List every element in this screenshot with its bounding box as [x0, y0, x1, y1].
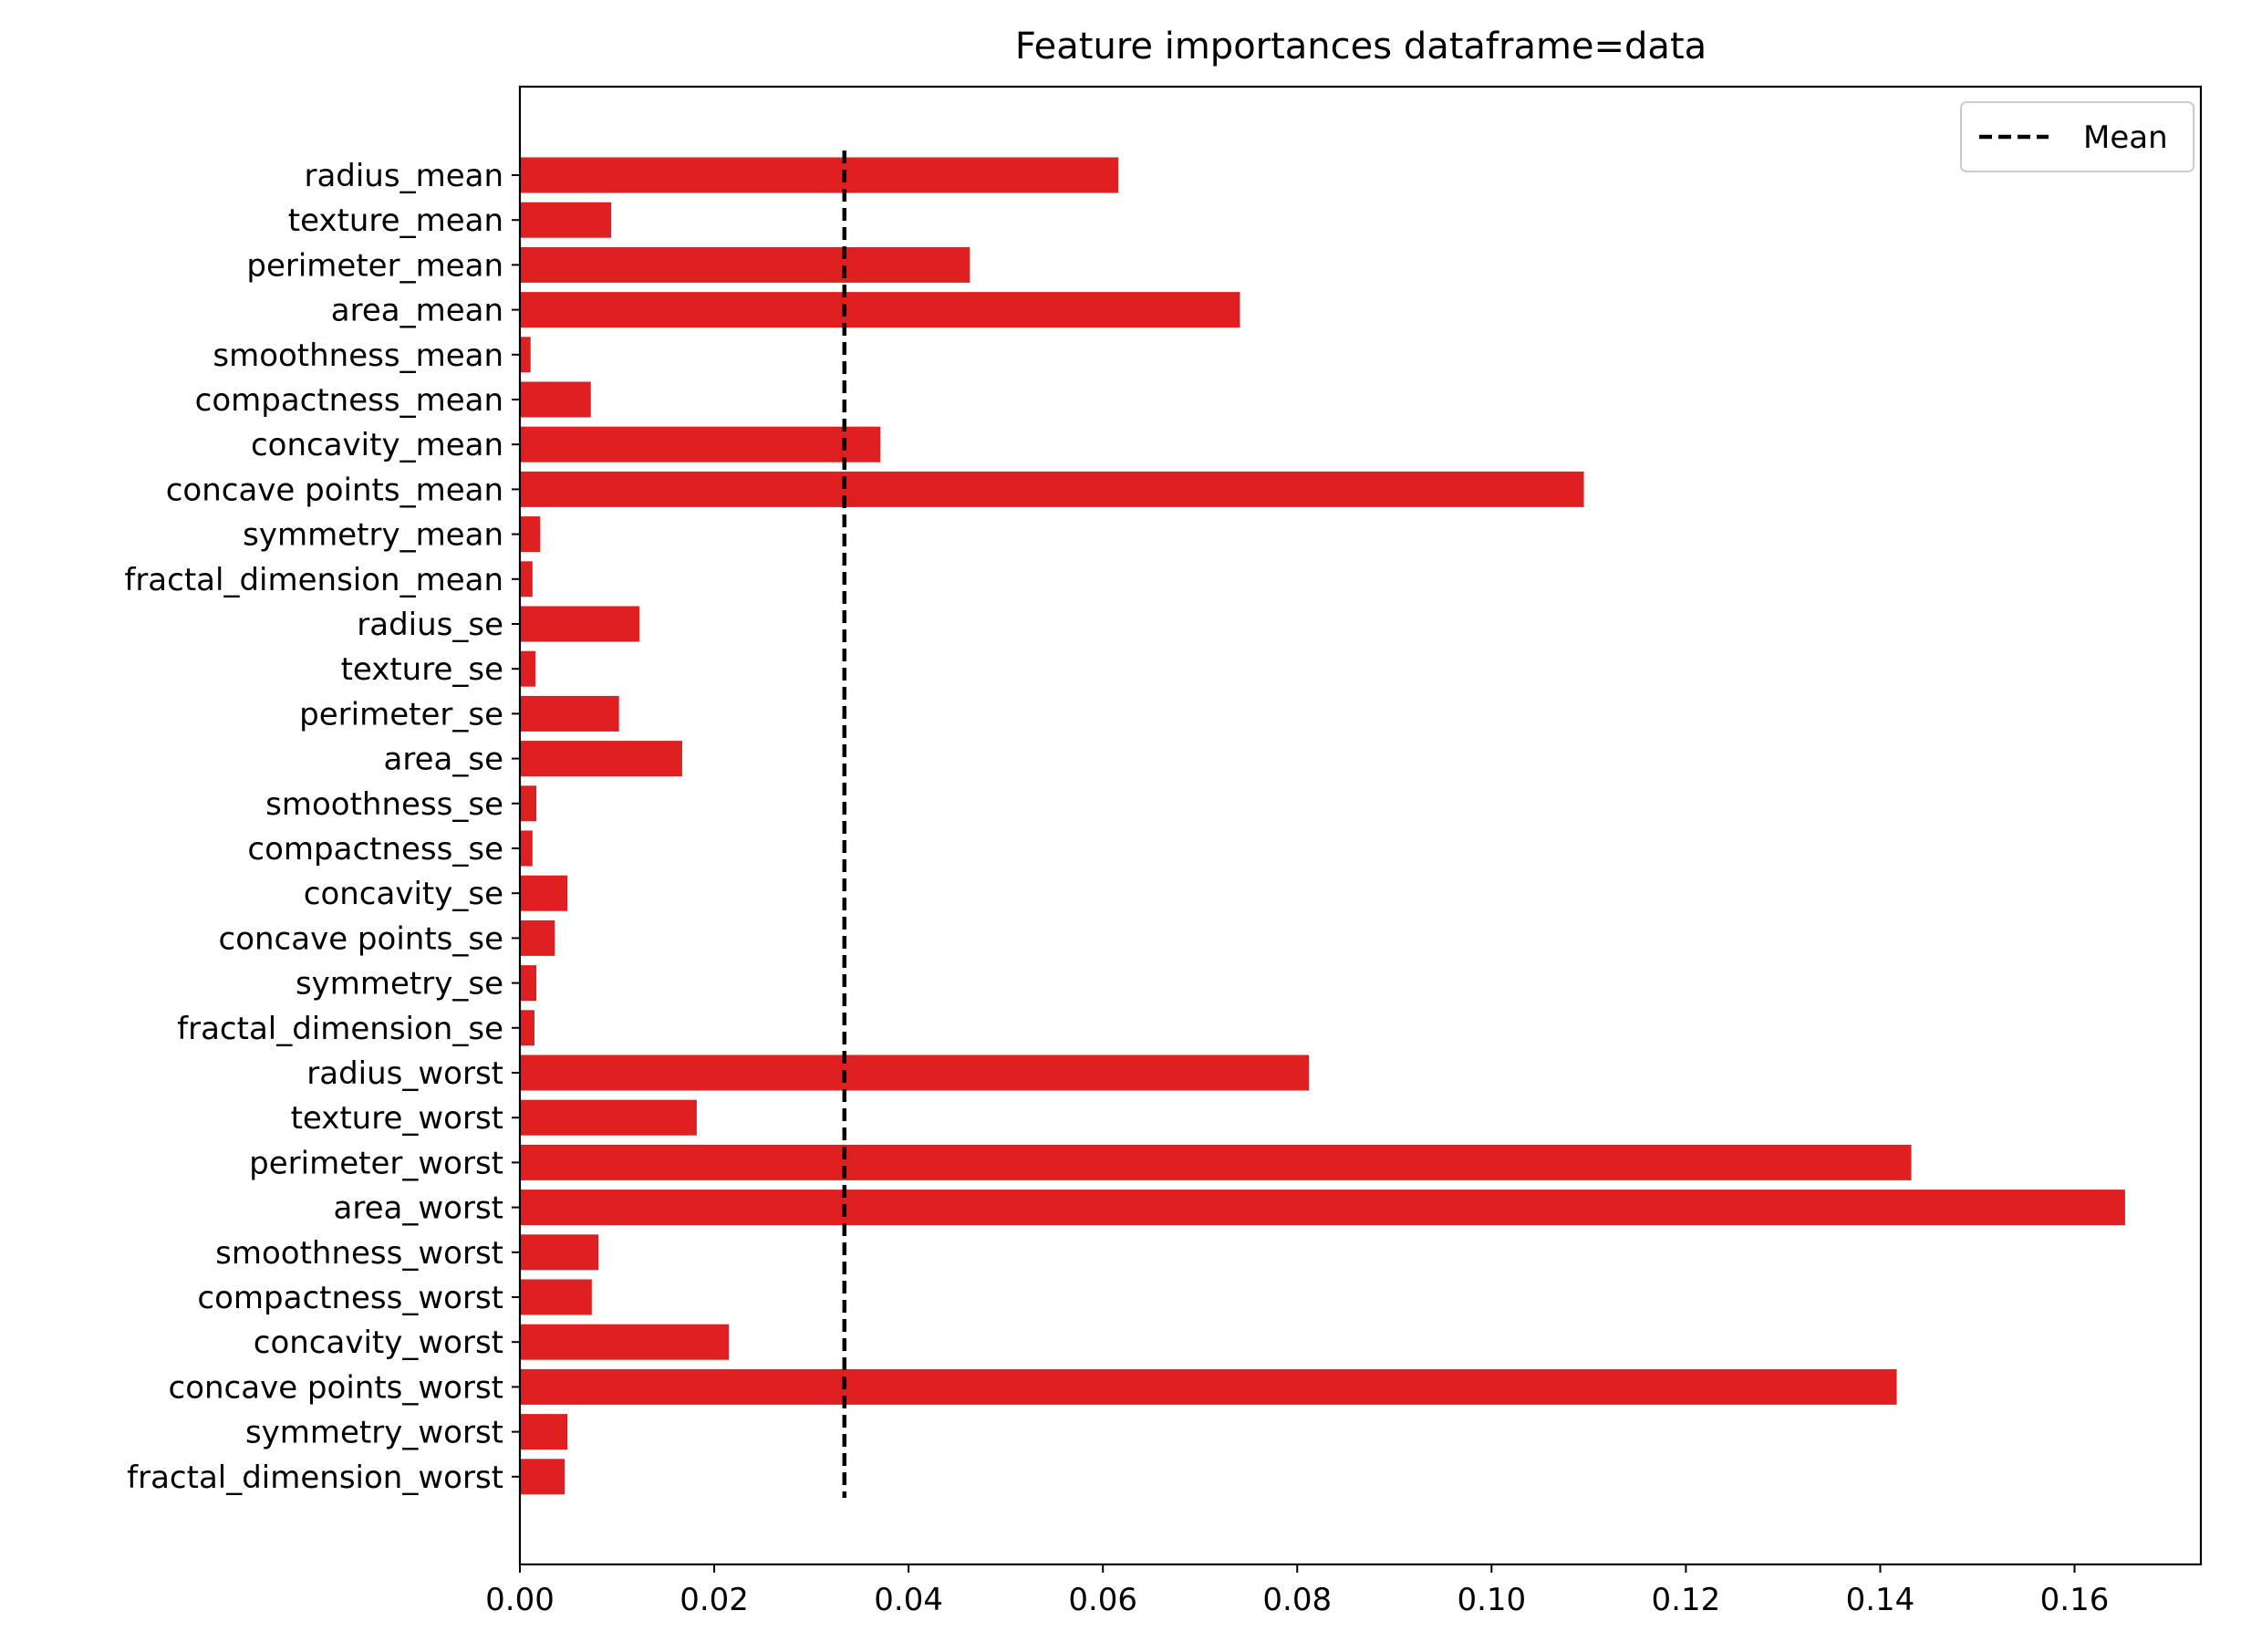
- chart-title: Feature importances dataframe=data: [1015, 26, 1707, 68]
- y-tick-label: symmetry_mean: [243, 517, 503, 554]
- y-tick-label: concave points_worst: [169, 1369, 503, 1406]
- legend-mean-label: Mean: [2083, 119, 2168, 156]
- x-tick-label: 0.00: [485, 1582, 555, 1618]
- bar-symmetry-mean: [520, 516, 541, 553]
- bar-texture-worst: [520, 1099, 697, 1136]
- bars-layer: [520, 157, 2125, 1495]
- plot-frame: [518, 85, 2203, 1566]
- bar-radius-worst: [520, 1055, 1310, 1091]
- y-tick-label: smoothness_se: [265, 786, 503, 823]
- bar-compactness-mean: [520, 381, 591, 418]
- bar-perimeter-mean: [520, 246, 970, 283]
- y-tick-label: compactness_se: [247, 831, 503, 868]
- bar-smoothness-worst: [520, 1234, 599, 1271]
- y-tick-label: concavity_worst: [254, 1325, 503, 1361]
- y-tick-label: concavity_mean: [251, 427, 503, 463]
- bar-fractal-dimension-worst: [520, 1459, 565, 1495]
- y-tick-label: radius_worst: [306, 1055, 503, 1092]
- bar-compactness-se: [520, 830, 533, 867]
- y-tick-label: texture_worst: [291, 1100, 503, 1137]
- legend-box: [1960, 101, 2194, 172]
- y-tick-label: concave points_mean: [166, 472, 503, 508]
- bar-smoothness-se: [520, 785, 537, 822]
- bar-compactness-worst: [520, 1279, 592, 1315]
- y-tick-label: smoothness_worst: [215, 1235, 503, 1272]
- bar-concave-points-mean: [520, 471, 1584, 507]
- x-tick-label: 0.10: [1457, 1582, 1526, 1618]
- y-tick-label: smoothness_mean: [213, 338, 503, 374]
- x-axis: 0.00 0.02 0.04 0.06 0.08 0.10 0.12 0.14 0.16: [485, 1564, 2109, 1618]
- y-tick-label: texture_mean: [288, 203, 503, 239]
- bar-concavity-mean: [520, 426, 881, 462]
- bar-concavity-se: [520, 875, 568, 911]
- bar-texture-mean: [520, 202, 612, 238]
- x-tick-label: 0.16: [2040, 1582, 2110, 1618]
- bar-symmetry-se: [520, 965, 537, 1002]
- y-tick-label: symmetry_worst: [245, 1415, 503, 1451]
- bar-area-se: [520, 741, 682, 777]
- bar-smoothness-mean: [520, 337, 531, 373]
- y-tick-label: fractal_dimension_se: [177, 1011, 503, 1047]
- bar-fractal-dimension-se: [520, 1010, 534, 1046]
- y-tick-label: fractal_dimension_worst: [127, 1460, 503, 1496]
- bar-concavity-worst: [520, 1324, 730, 1360]
- y-tick-label: compactness_mean: [195, 382, 503, 419]
- x-tick-label: 0.04: [874, 1582, 943, 1618]
- y-tick-label: area_worst: [334, 1190, 503, 1227]
- x-tick-label: 0.12: [1652, 1582, 1721, 1618]
- y-tick-label: radius_mean: [304, 158, 503, 194]
- y-tick-label: texture_se: [341, 651, 503, 688]
- x-tick-label: 0.08: [1262, 1582, 1332, 1618]
- y-tick-label: concavity_se: [304, 876, 503, 912]
- y-axis: radius_mean texture_mean perimeter_meanare…: [124, 158, 520, 1496]
- bar-radius-mean: [520, 157, 1119, 193]
- bar-concave-points-se: [520, 920, 555, 956]
- y-tick-label: area_se: [384, 742, 503, 778]
- bar-symmetry-worst: [520, 1414, 568, 1450]
- x-tick-label: 0.02: [680, 1582, 749, 1618]
- bar-fractal-dimension-mean: [520, 561, 533, 597]
- legend: Mean: [1960, 101, 2194, 172]
- bar-perimeter-worst: [520, 1144, 1912, 1180]
- bar-texture-se: [520, 650, 536, 687]
- y-tick-label: compactness_worst: [197, 1280, 503, 1316]
- bar-perimeter-se: [520, 695, 619, 732]
- y-tick-label: area_mean: [331, 293, 503, 329]
- y-tick-label: fractal_dimension_mean: [124, 562, 503, 598]
- y-tick-label: radius_se: [357, 607, 503, 643]
- y-tick-label: perimeter_se: [299, 696, 503, 732]
- x-tick-label: 0.06: [1068, 1582, 1137, 1618]
- bar-concave-points-worst: [520, 1368, 1897, 1405]
- bar-radius-se: [520, 606, 640, 642]
- x-tick-label: 0.14: [1846, 1582, 1915, 1618]
- y-tick-label: perimeter_mean: [246, 247, 503, 284]
- y-tick-label: concave points_se: [219, 920, 503, 957]
- y-tick-label: perimeter_worst: [249, 1145, 503, 1181]
- bar-area-mean: [520, 292, 1240, 328]
- bar-area-worst: [520, 1190, 2125, 1226]
- y-tick-label: symmetry_se: [296, 966, 503, 1003]
